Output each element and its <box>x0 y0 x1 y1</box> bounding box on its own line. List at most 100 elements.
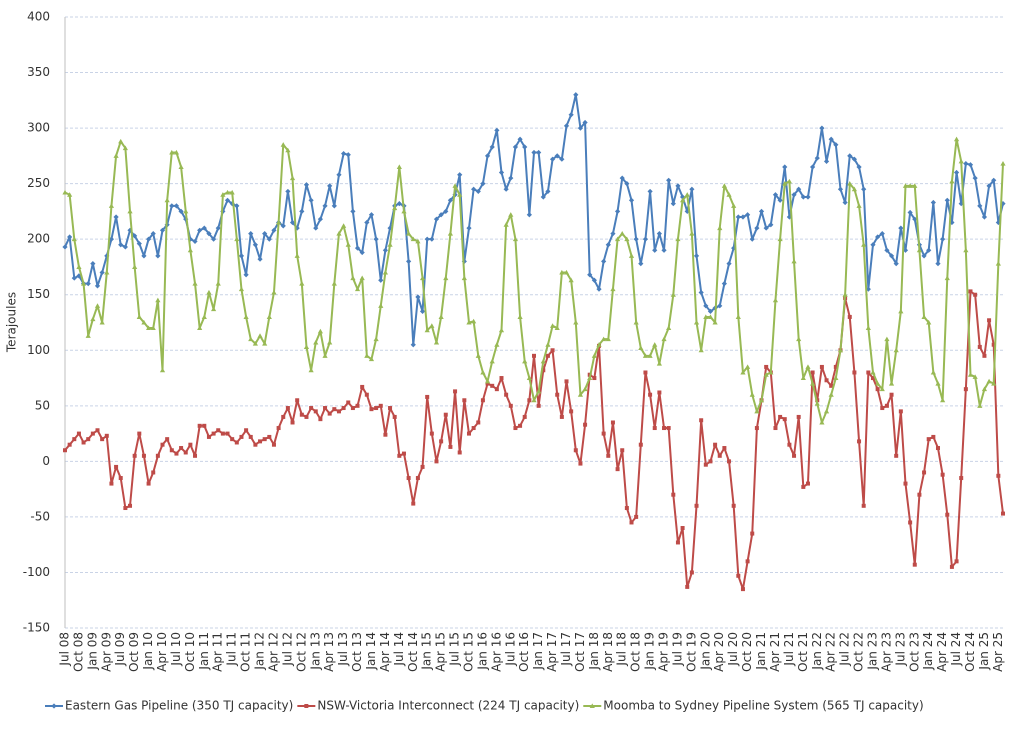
point <box>415 294 421 300</box>
point <box>406 258 412 264</box>
point <box>898 225 904 231</box>
point <box>680 526 685 531</box>
point <box>285 188 291 195</box>
point <box>614 236 621 242</box>
point <box>471 186 477 192</box>
x-tick-label: Oct 10 <box>183 632 197 672</box>
point <box>327 183 333 189</box>
point <box>726 261 732 267</box>
point <box>99 319 105 325</box>
point <box>583 422 588 427</box>
point <box>991 381 997 386</box>
x-tick-label: Oct 17 <box>573 632 587 672</box>
point <box>703 303 709 309</box>
point <box>596 342 602 347</box>
x-tick-label: Jan 16 <box>475 632 489 671</box>
x-tick-label: Jan 14 <box>364 632 378 671</box>
point <box>805 194 811 200</box>
point <box>601 258 607 264</box>
point <box>995 261 1001 266</box>
point <box>847 314 852 319</box>
point <box>51 703 57 709</box>
point <box>262 341 268 346</box>
point <box>248 336 254 342</box>
point <box>549 156 556 162</box>
point <box>396 201 402 207</box>
point <box>508 175 514 181</box>
point <box>169 203 175 209</box>
point <box>777 197 783 203</box>
point <box>893 347 899 353</box>
point <box>591 277 597 283</box>
point <box>541 368 546 373</box>
y-tick-label: 50 <box>35 398 50 412</box>
point <box>173 203 180 209</box>
point <box>884 403 889 408</box>
x-tick-label: Jul 12 <box>280 632 294 667</box>
point <box>629 520 634 525</box>
point <box>197 227 203 233</box>
point <box>224 197 231 203</box>
point <box>341 406 346 411</box>
point <box>721 281 727 287</box>
point <box>419 308 426 314</box>
point <box>768 222 774 228</box>
point <box>861 503 866 508</box>
x-tick-label: Apr 20 <box>712 632 726 672</box>
point <box>201 225 207 231</box>
point <box>67 192 73 197</box>
point <box>778 414 783 419</box>
point <box>220 192 226 197</box>
point <box>791 192 797 198</box>
point <box>410 342 416 348</box>
point <box>480 369 486 375</box>
point <box>192 281 198 286</box>
point <box>829 383 834 388</box>
point <box>141 253 147 259</box>
point <box>536 388 542 394</box>
x-tick-label: Oct 12 <box>294 632 308 672</box>
x-tick-label: Apr 13 <box>322 632 336 672</box>
y-tick-label: -50 <box>30 509 50 523</box>
point <box>378 303 384 308</box>
point <box>731 203 737 208</box>
point <box>624 506 629 511</box>
point <box>169 448 174 453</box>
point <box>503 186 509 192</box>
point <box>238 286 245 292</box>
point <box>94 283 101 289</box>
point <box>457 172 463 178</box>
point <box>605 336 611 342</box>
point <box>303 182 310 188</box>
x-tick-label: Jan 24 <box>921 632 935 671</box>
point <box>987 318 992 323</box>
point <box>424 327 430 333</box>
point <box>866 370 871 375</box>
point <box>656 361 662 366</box>
point <box>981 214 988 220</box>
point <box>76 273 82 279</box>
point <box>90 316 96 322</box>
point <box>963 387 968 392</box>
point <box>471 426 476 431</box>
point <box>466 225 472 231</box>
point <box>388 406 393 411</box>
point <box>90 261 96 267</box>
point <box>160 442 165 447</box>
x-tick-label: Oct 24 <box>963 632 977 672</box>
point <box>638 442 643 447</box>
x-tick-label: Apr 14 <box>378 632 392 672</box>
point <box>577 392 584 397</box>
point <box>745 559 750 564</box>
point <box>568 277 574 283</box>
point <box>512 236 519 242</box>
x-tick-label: Jul 13 <box>336 632 350 667</box>
point <box>378 277 384 283</box>
point <box>745 212 751 218</box>
point <box>197 325 203 331</box>
point <box>693 319 700 325</box>
point <box>475 188 481 195</box>
point <box>796 414 801 419</box>
x-tick-label: Jul 18 <box>615 632 629 667</box>
point <box>164 197 170 203</box>
